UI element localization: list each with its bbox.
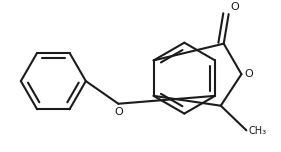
Text: O: O xyxy=(114,107,123,117)
Text: O: O xyxy=(244,69,253,79)
Text: O: O xyxy=(231,2,239,12)
Text: CH₃: CH₃ xyxy=(248,126,266,136)
